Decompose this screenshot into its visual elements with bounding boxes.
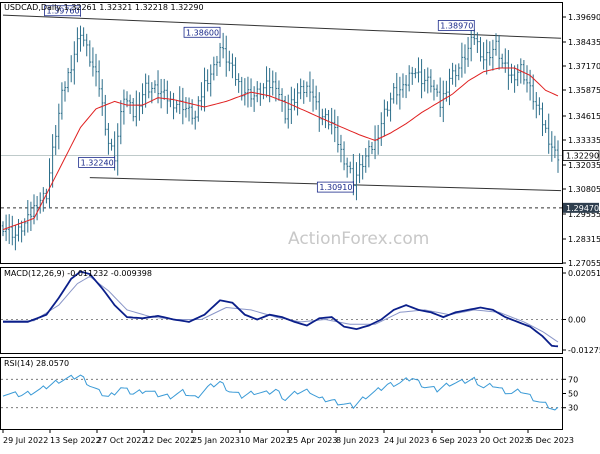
rsi-axis-label: 50 bbox=[568, 390, 578, 399]
price-label-text: 1.38970 bbox=[440, 21, 473, 30]
watermark: ActionForex.com bbox=[288, 229, 429, 249]
rsi-header: RSI(14) 28.0570 bbox=[4, 359, 69, 368]
x-axis-label: 10 Mar 2023 bbox=[240, 436, 291, 445]
price-label-text: 1.32240 bbox=[81, 158, 114, 167]
price-axis-label: 1.28315 bbox=[568, 235, 600, 244]
macd-header: MACD(12,26,9) -0.011232 -0.009398 bbox=[4, 269, 152, 278]
macd-axis-label: 0.00 bbox=[568, 315, 586, 324]
price-axis-label: 1.34615 bbox=[568, 112, 600, 121]
price-label-text: 1.30910 bbox=[319, 183, 352, 192]
support-level-label: 1.29470 bbox=[566, 204, 599, 213]
x-axis-label: 29 Jul 2022 bbox=[3, 436, 48, 445]
price-axis-label: 1.30805 bbox=[568, 185, 600, 194]
x-axis-label: 12 Dec 2022 bbox=[144, 436, 195, 445]
x-axis-label: 24 Jul 2023 bbox=[384, 436, 429, 445]
x-axis-label: 25 Apr 2023 bbox=[288, 436, 337, 445]
x-axis-label: 27 Oct 2022 bbox=[97, 436, 146, 445]
x-axis-label: 8 Jun 2023 bbox=[336, 436, 379, 445]
x-axis-label: 25 Jan 2023 bbox=[192, 436, 240, 445]
x-axis-label: 5 Dec 2023 bbox=[528, 436, 574, 445]
price-axis-label: 1.27055 bbox=[568, 259, 600, 268]
rsi-axis-label: 70 bbox=[568, 375, 578, 384]
x-axis-label: 20 Oct 2023 bbox=[480, 436, 529, 445]
price-axis-label: 1.32035 bbox=[568, 161, 600, 170]
x-axis-label: 6 Sep 2023 bbox=[432, 436, 478, 445]
chart-header: USDCAD,Daily 1.32261 1.32321 1.32218 1.3… bbox=[4, 3, 204, 12]
price-axis-label: 1.35875 bbox=[568, 86, 600, 95]
rsi-axis-label: 30 bbox=[568, 404, 578, 413]
price-axis-label: 1.39690 bbox=[568, 13, 600, 22]
macd-axis-label: -0.012755 bbox=[568, 346, 600, 355]
macd-axis-label: 0.020518 bbox=[568, 269, 600, 278]
price-label-text: 1.38600 bbox=[186, 28, 219, 37]
price-axis-label: 1.38435 bbox=[568, 38, 600, 47]
x-axis-label: 13 Sep 2022 bbox=[50, 436, 101, 445]
price-axis-label: 1.37170 bbox=[568, 62, 600, 71]
price-axis-label: 1.33335 bbox=[568, 136, 600, 145]
last-price-label: 1.32290 bbox=[566, 151, 599, 160]
